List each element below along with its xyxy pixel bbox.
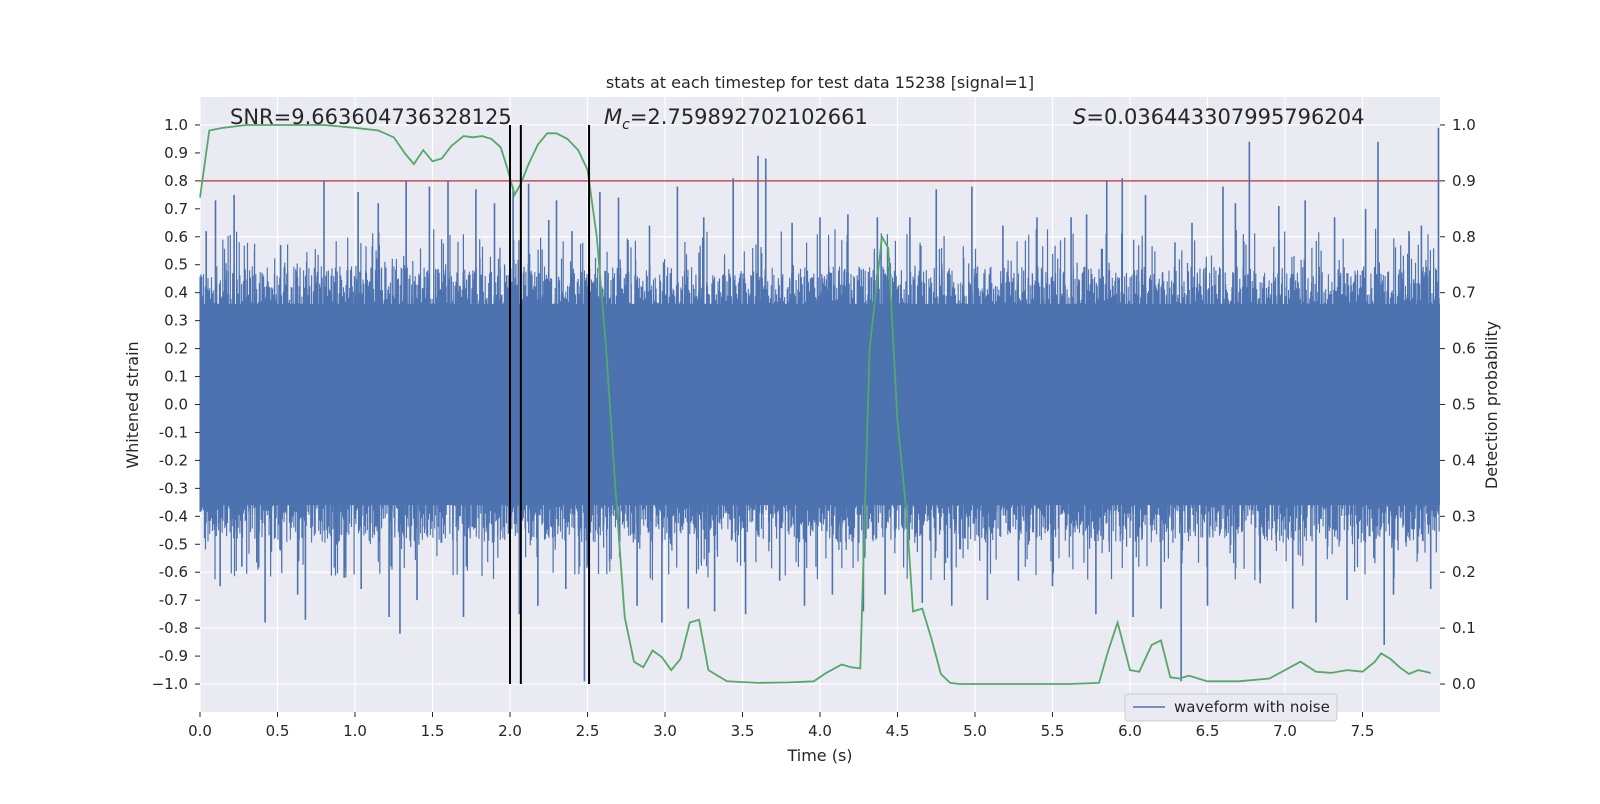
y-right-axis-label: Detection probability [1482, 321, 1501, 489]
mc-subscript: c [622, 117, 630, 133]
legend-label: waveform with noise [1174, 698, 1330, 716]
y-tick-label: -0.1 [159, 423, 188, 441]
x-tick-label: 6.5 [1196, 722, 1220, 740]
y-tick-label: -0.8 [159, 619, 188, 637]
x-tick-label: 5.5 [1041, 722, 1065, 740]
y-right-tick-label: 0.1 [1452, 619, 1476, 637]
y-right-tick-label: 0.9 [1452, 172, 1476, 190]
x-tick-label: 2.0 [498, 722, 522, 740]
y-right-tick-label: 0.2 [1452, 563, 1476, 581]
x-tick-label: 0.5 [266, 722, 290, 740]
x-tick-label: 7.5 [1351, 722, 1375, 740]
x-tick-label: 5.0 [963, 722, 987, 740]
waveform-series [199, 127, 1440, 682]
y-tick-label: 0.4 [164, 284, 188, 302]
chirp-mass-annotation: Mc=2.759892702102661 [604, 105, 868, 133]
y-tick-label: -0.6 [159, 563, 188, 581]
snr-annotation: SNR=9.663604736328125 [230, 105, 512, 129]
x-tick-label: 2.5 [576, 722, 600, 740]
chart-title: stats at each timestep for test data 152… [606, 73, 1034, 92]
y-right-tick-label: 1.0 [1452, 116, 1476, 134]
y-right-tick-label: 0.6 [1452, 340, 1476, 358]
y-tick-label: 0.0 [164, 396, 188, 414]
y-right-tick-label: 0.3 [1452, 507, 1476, 525]
y-tick-label: -0.2 [159, 451, 188, 469]
x-axis-label: Time (s) [786, 746, 852, 765]
x-tick-label: 3.0 [653, 722, 677, 740]
y-tick-label: −1.0 [152, 675, 188, 693]
x-axis-ticks: 0.0 0.5 1.0 1.5 2.0 2.5 3.0 3.5 4.0 4.5 5.0 5.5 6.0 6… [188, 712, 1374, 740]
y-axis-ticks: 1.0 0.9 0.8 0.7 0.6 0.5 0.4 0.3 0.2 0.1 0.0 -0.1 -0.… [152, 116, 200, 693]
y-tick-label: -0.9 [159, 647, 188, 665]
x-tick-label: 4.5 [886, 722, 910, 740]
y-tick-label: 1.0 [164, 116, 188, 134]
y-right-tick-label: 0.4 [1452, 451, 1476, 469]
x-tick-label: 6.0 [1118, 722, 1142, 740]
y-tick-label: 0.5 [164, 256, 188, 274]
y-right-tick-label: 0.8 [1452, 228, 1476, 246]
y-tick-label: -0.3 [159, 479, 188, 497]
y-right-tick-label: 0.5 [1452, 396, 1476, 414]
mc-symbol: M [604, 105, 622, 129]
y-right-tick-label: 0.7 [1452, 284, 1476, 302]
s-annotation: S=0.036443307995796204 [1073, 105, 1364, 129]
y-tick-label: -0.4 [159, 507, 188, 525]
x-tick-label: 3.5 [731, 722, 755, 740]
y-right-tick-label: 0.0 [1452, 675, 1476, 693]
legend: waveform with noise [1124, 693, 1338, 722]
y-tick-label: 0.6 [164, 228, 188, 246]
y-tick-label: 0.3 [164, 312, 188, 330]
y-tick-label: 0.9 [164, 144, 188, 162]
y-tick-label: 0.8 [164, 172, 188, 190]
s-value: =0.036443307995796204 [1086, 105, 1364, 129]
y-tick-label: 0.2 [164, 340, 188, 358]
x-tick-label: 1.0 [343, 722, 367, 740]
x-tick-label: 1.5 [421, 722, 445, 740]
mc-value: =2.759892702102661 [630, 105, 868, 129]
detection-probability-series [199, 124, 1431, 685]
x-tick-label: 0.0 [188, 722, 212, 740]
y-tick-label: 0.7 [164, 200, 188, 218]
vertical-markers [509, 124, 591, 685]
x-tick-label: 7.0 [1273, 722, 1297, 740]
legend-box [1124, 693, 1338, 722]
s-symbol: S [1073, 105, 1086, 129]
y-tick-label: -0.7 [159, 591, 188, 609]
x-tick-label: 4.0 [808, 722, 832, 740]
y-right-axis-ticks: 1.0 0.9 0.8 0.7 0.6 0.5 0.4 0.3 0.2 0.1 0.0 [1440, 116, 1476, 693]
y-axis-label: Whitened strain [123, 341, 142, 468]
probability-line [199, 124, 1431, 685]
y-tick-label: -0.5 [159, 535, 188, 553]
y-tick-label: 0.1 [164, 368, 188, 386]
